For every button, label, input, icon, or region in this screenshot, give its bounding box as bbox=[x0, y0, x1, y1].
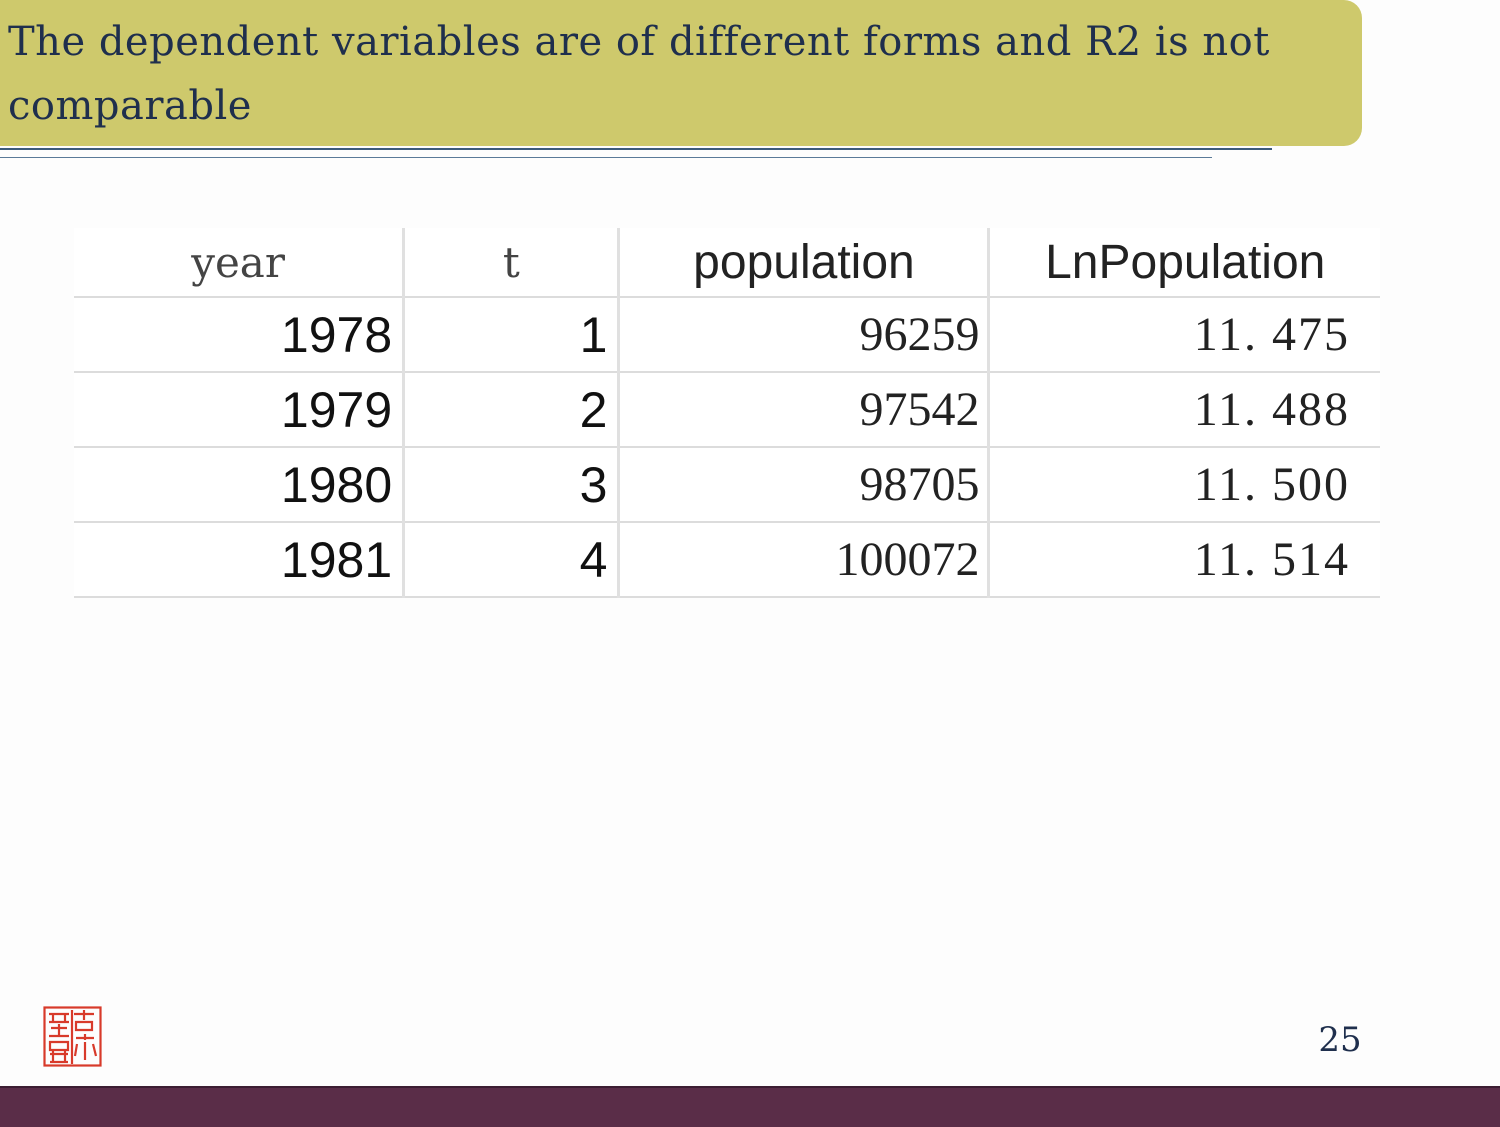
population-table: year t population LnPopulation 1978 1 96… bbox=[74, 228, 1380, 598]
title-underline bbox=[0, 148, 1272, 150]
cell-population: 100072 bbox=[618, 522, 991, 598]
title-underline-thin bbox=[0, 157, 1212, 158]
cell-t: 3 bbox=[403, 447, 621, 523]
cell-population: 96259 bbox=[618, 297, 991, 373]
cell-t: 2 bbox=[403, 372, 621, 448]
table-row: 1978 1 96259 11. 475 bbox=[74, 297, 1380, 373]
cell-year: 1981 bbox=[74, 522, 406, 598]
cell-population: 97542 bbox=[618, 372, 991, 448]
red-seal-stamp-icon bbox=[43, 1006, 102, 1067]
cell-t: 4 bbox=[403, 522, 621, 598]
table-row: 1979 2 97542 11. 488 bbox=[74, 372, 1380, 448]
cell-year: 1980 bbox=[74, 447, 406, 523]
table-row: 1980 3 98705 11. 500 bbox=[74, 447, 1380, 523]
cell-t: 1 bbox=[403, 297, 621, 373]
footer-bar bbox=[0, 1086, 1500, 1127]
cell-lnpopulation: 11. 500 bbox=[988, 447, 1380, 523]
header-population: population bbox=[618, 228, 991, 298]
cell-lnpopulation: 11. 514 bbox=[988, 522, 1380, 598]
header-t: t bbox=[403, 228, 621, 298]
title-banner: The dependent variables are of different… bbox=[0, 0, 1362, 146]
cell-lnpopulation: 11. 475 bbox=[988, 297, 1380, 373]
cell-lnpopulation: 11. 488 bbox=[988, 372, 1380, 448]
cell-year: 1979 bbox=[74, 372, 406, 448]
header-lnpopulation: LnPopulation bbox=[988, 228, 1380, 298]
slide-title: The dependent variables are of different… bbox=[8, 19, 1270, 129]
table-header-row: year t population LnPopulation bbox=[74, 228, 1380, 298]
cell-population: 98705 bbox=[618, 447, 991, 523]
header-year: year bbox=[74, 228, 406, 298]
cell-year: 1978 bbox=[74, 297, 406, 373]
table-row: 1981 4 100072 11. 514 bbox=[74, 522, 1380, 598]
page-number: 25 bbox=[1318, 1020, 1362, 1060]
